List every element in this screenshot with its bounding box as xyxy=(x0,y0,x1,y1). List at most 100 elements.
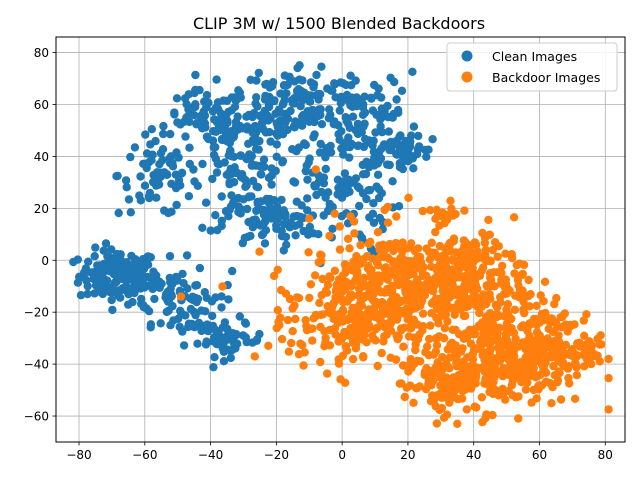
backdoor-image-point xyxy=(326,309,335,318)
backdoor-image-point xyxy=(545,378,555,388)
clean-image-point xyxy=(348,178,358,187)
clean-image-point xyxy=(348,112,358,121)
clean-image-point xyxy=(91,243,100,252)
backdoor-image-point xyxy=(416,289,425,299)
backdoor-image-point xyxy=(547,399,556,408)
backdoor-image-point xyxy=(304,248,313,257)
x-tick-label: 0 xyxy=(338,448,346,462)
clean-image-point xyxy=(144,252,153,261)
backdoor-image-point xyxy=(288,327,297,336)
clean-image-point xyxy=(259,155,269,164)
backdoor-image-point xyxy=(426,366,435,376)
legend-label-clean: Clean Images xyxy=(492,49,577,64)
clean-image-point xyxy=(207,297,217,306)
backdoor-image-point xyxy=(345,244,354,253)
backdoor-image-point xyxy=(585,353,594,362)
backdoor-image-point xyxy=(405,268,414,278)
backdoor-image-point xyxy=(469,252,478,262)
backdoor-image-point xyxy=(383,218,393,227)
backdoor-image-point xyxy=(390,260,399,270)
backdoor-image-point xyxy=(335,245,345,254)
clean-image-point xyxy=(87,268,96,277)
backdoor-image-point xyxy=(580,331,589,340)
clean-image-point xyxy=(177,168,187,177)
backdoor-image-point xyxy=(554,355,563,365)
backdoor-image-point xyxy=(485,371,495,380)
backdoor-image-point xyxy=(445,353,454,362)
clean-image-point xyxy=(392,95,401,104)
backdoor-image-point xyxy=(440,292,450,301)
backdoor-image-point xyxy=(466,384,476,393)
clean-image-point xyxy=(172,94,182,103)
clean-image-point xyxy=(314,89,323,99)
backdoor-image-point xyxy=(477,393,487,402)
backdoor-image-point xyxy=(535,338,544,348)
backdoor-image-point xyxy=(454,394,463,404)
y-tick-label: −60 xyxy=(24,410,49,424)
backdoor-image-point xyxy=(439,413,449,422)
clean-image-point xyxy=(152,168,162,177)
backdoor-image-point xyxy=(418,206,427,216)
backdoor-image-point xyxy=(479,325,488,335)
backdoor-image-point xyxy=(486,275,496,285)
backdoor-image-point xyxy=(273,265,282,274)
clean-image-point xyxy=(267,164,276,173)
clean-image-point xyxy=(369,199,378,208)
clean-image-point xyxy=(122,183,131,192)
clean-image-point xyxy=(231,122,241,131)
backdoor-image-point xyxy=(426,206,435,215)
clean-image-point xyxy=(331,93,340,102)
clean-image-point xyxy=(147,125,156,134)
backdoor-image-point xyxy=(521,365,530,374)
clean-image-point xyxy=(101,239,111,248)
backdoor-image-point xyxy=(514,392,523,401)
clean-image-point xyxy=(227,152,236,161)
clean-image-point xyxy=(76,291,86,300)
clean-image-point xyxy=(253,199,262,208)
backdoor-image-point xyxy=(525,302,534,311)
clean-image-point xyxy=(227,191,236,200)
clean-image-point xyxy=(182,251,192,260)
clean-image-point xyxy=(208,107,218,116)
clean-image-point xyxy=(358,170,368,179)
backdoor-image-point xyxy=(381,263,391,272)
backdoor-image-point xyxy=(380,205,389,215)
backdoor-image-point xyxy=(440,324,450,333)
backdoor-image-point xyxy=(518,338,528,347)
backdoor-image-point xyxy=(473,284,482,293)
clean-image-point xyxy=(198,223,207,232)
clean-image-point xyxy=(393,105,403,115)
backdoor-image-point xyxy=(546,318,555,327)
backdoor-image-point xyxy=(392,315,402,324)
clean-image-point xyxy=(224,295,233,304)
clean-image-point xyxy=(394,202,404,211)
clean-image-point xyxy=(116,293,125,302)
clean-image-point xyxy=(184,90,193,99)
backdoor-image-point xyxy=(300,348,309,357)
clean-image-point xyxy=(358,160,367,170)
backdoor-image-point xyxy=(404,279,413,289)
backdoor-image-point xyxy=(360,315,370,324)
clean-image-point xyxy=(190,323,199,332)
backdoor-image-point xyxy=(485,290,494,299)
backdoor-image-point xyxy=(531,373,540,382)
backdoor-image-point xyxy=(323,302,332,311)
clean-image-point xyxy=(266,204,275,213)
backdoor-image-point xyxy=(471,374,480,384)
backdoor-image-point xyxy=(488,410,497,420)
clean-image-point xyxy=(355,184,364,193)
backdoor-image-point xyxy=(597,340,606,349)
clean-image-point xyxy=(250,138,259,147)
backdoor-image-point xyxy=(445,375,454,384)
backdoor-image-point xyxy=(465,284,475,294)
backdoor-image-point xyxy=(349,324,359,333)
backdoor-image-point xyxy=(454,261,463,270)
backdoor-image-point xyxy=(489,336,499,345)
backdoor-image-point xyxy=(526,350,535,359)
backdoor-image-point xyxy=(536,291,545,300)
clean-image-point xyxy=(166,129,175,139)
backdoor-image-point xyxy=(264,341,273,350)
clean-image-point xyxy=(179,117,189,127)
clean-image-point xyxy=(341,143,351,152)
backdoor-image-point xyxy=(482,257,491,266)
